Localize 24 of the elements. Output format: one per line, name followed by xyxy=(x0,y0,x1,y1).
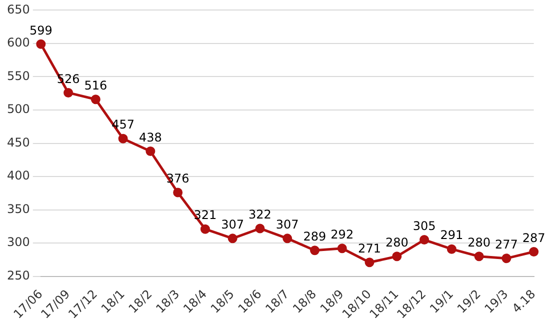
data-label: 280 xyxy=(468,236,491,250)
data-label: 292 xyxy=(330,228,354,242)
data-label: 287 xyxy=(522,230,546,245)
data-label: 438 xyxy=(138,130,162,144)
y-tick-label: 500 xyxy=(7,102,30,116)
y-tick-label: 300 xyxy=(7,235,30,250)
y-tick-label: 250 xyxy=(7,268,30,282)
data-label: 271 xyxy=(358,242,381,256)
y-tick-label: 550 xyxy=(7,68,30,83)
y-tick-label: 600 xyxy=(7,36,30,50)
data-label: 277 xyxy=(494,238,518,252)
data-label: 599 xyxy=(29,23,52,38)
y-tick-label: 400 xyxy=(7,168,30,183)
data-label: 289 xyxy=(303,230,326,244)
y-tick-label: 650 xyxy=(7,2,30,16)
y-tick-label: 450 xyxy=(7,135,30,150)
data-label: 305 xyxy=(412,218,436,233)
data-label: 322 xyxy=(248,208,272,222)
data-label: 307 xyxy=(276,218,299,232)
data-label: 516 xyxy=(84,78,108,92)
data-label: 291 xyxy=(440,228,464,242)
data-label: 280 xyxy=(385,236,408,250)
data-label: 307 xyxy=(221,218,244,232)
y-tick-label: 350 xyxy=(7,202,30,216)
